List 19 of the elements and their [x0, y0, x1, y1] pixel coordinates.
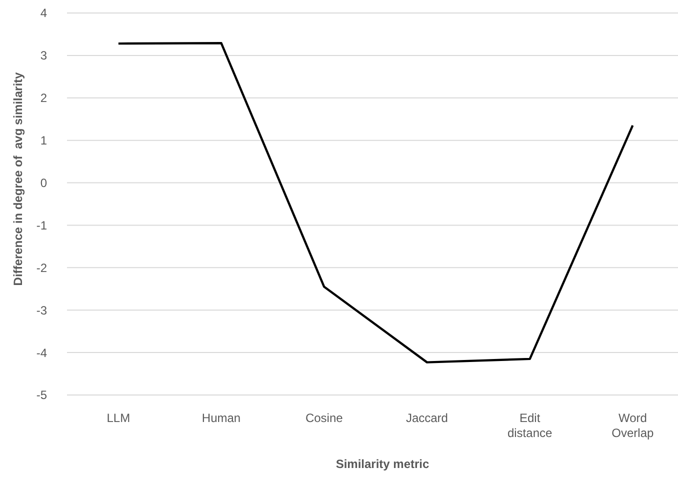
y-tick-label: -4	[36, 346, 48, 360]
y-tick-label: 0	[40, 176, 48, 190]
y-axis-title: Difference in degree of avg similarity	[11, 72, 25, 286]
line-series	[117, 42, 634, 364]
x-tick-label: Human	[202, 411, 241, 425]
x-tick-label: Cosine	[305, 411, 344, 425]
x-tick-label: Jaccard	[406, 411, 448, 425]
y-tick-label: 2	[40, 91, 48, 106]
x-tick-label: Edit distance	[507, 411, 552, 440]
y-tick-label: 3	[40, 48, 48, 63]
x-tick-label: LLM	[106, 411, 130, 425]
y-tick-label: -5	[36, 388, 48, 402]
y-tick-label: -3	[36, 303, 48, 318]
x-tick-label: Word Overlap	[612, 411, 654, 440]
y-tick-label: 1	[40, 134, 48, 148]
y-tick-label: -1	[36, 218, 48, 232]
y-tick-label: 4	[40, 6, 48, 20]
y-tick-label: -2	[36, 260, 48, 275]
x-axis-title: Similarity metric	[336, 457, 430, 471]
